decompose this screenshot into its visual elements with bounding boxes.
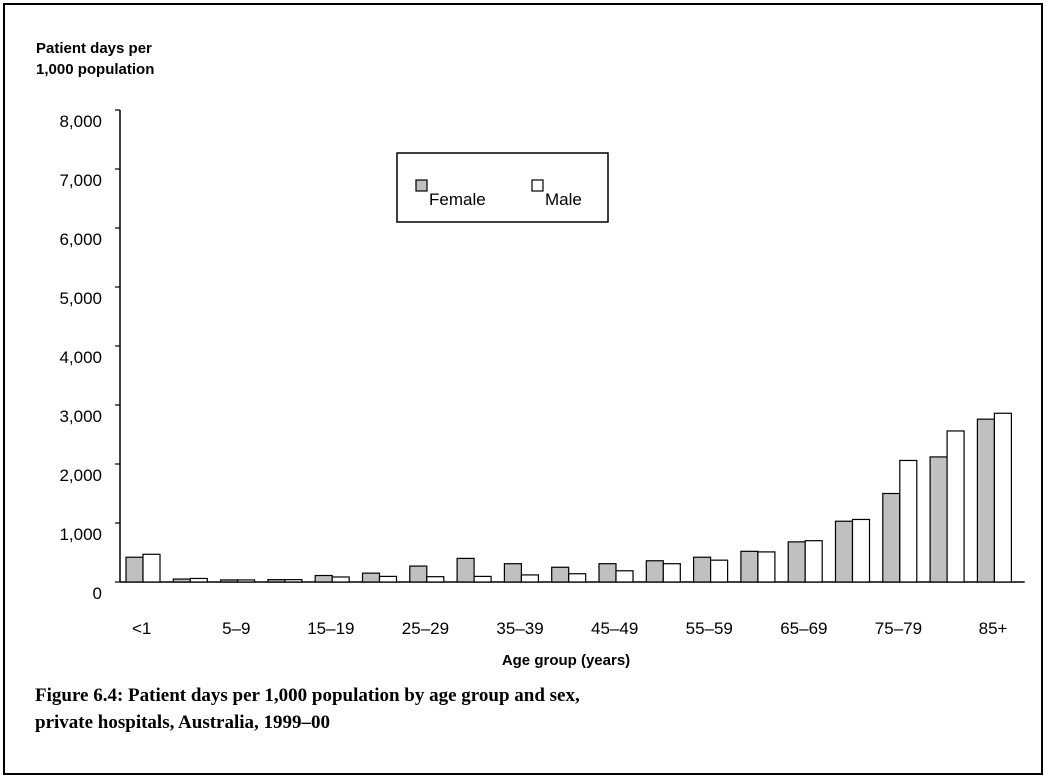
legend-label-female: Female: [429, 190, 486, 209]
figure-frame: [3, 3, 1043, 775]
bar-male: [331, 576, 350, 583]
bar-male: [993, 412, 1013, 583]
bar-female: [598, 563, 617, 583]
bar-male: [142, 553, 161, 583]
x-tick-label: 75–79: [875, 619, 922, 638]
bar-male: [804, 540, 823, 583]
bar-female: [929, 456, 948, 583]
x-tick-label: 25–29: [402, 619, 449, 638]
y-tick-label: 8,000: [59, 112, 102, 131]
bar-female: [551, 566, 570, 583]
y-tick-label: 6,000: [59, 230, 102, 249]
y-tick-label: 5,000: [59, 289, 102, 308]
bar-male: [899, 459, 918, 583]
bar-male: [189, 577, 208, 583]
y-tick-label: 7,000: [59, 171, 102, 190]
bar-female: [740, 550, 759, 583]
x-tick-label: 85+: [979, 619, 1008, 638]
bar-female: [645, 560, 664, 583]
bar-female: [314, 574, 333, 583]
y-axis-title: Patient days per 1,000 population: [36, 38, 154, 80]
bar-male: [946, 430, 965, 583]
y-tick-label: 1,000: [59, 525, 102, 544]
x-tick-label: 45–49: [591, 619, 638, 638]
caption-line-1: Figure 6.4: Patient days per 1,000 popul…: [35, 685, 580, 706]
bar-female: [361, 572, 381, 583]
bar-female: [125, 556, 144, 583]
legend-box: [396, 152, 609, 223]
bar-male: [520, 574, 540, 583]
bar-female: [787, 541, 806, 583]
bar-female: [976, 418, 996, 583]
bar-male: [757, 551, 776, 583]
x-tick-label: 55–59: [686, 619, 733, 638]
legend-label-male: Male: [545, 190, 582, 209]
bar-male: [851, 518, 871, 583]
bar-female: [220, 579, 239, 583]
caption-line-2: private hospitals, Australia, 1999–00: [35, 712, 331, 733]
bar-male: [662, 563, 681, 583]
bar-male: [426, 576, 445, 583]
bar-male: [709, 559, 729, 583]
x-tick-label: 65–69: [780, 619, 827, 638]
x-axis-title: Age group (years): [502, 652, 630, 669]
y-axis-title-line-1: Patient days per: [36, 40, 152, 57]
bar-female: [172, 578, 191, 583]
bar-male: [284, 579, 303, 583]
bar-female: [456, 557, 475, 583]
y-tick-label: 3,000: [59, 407, 102, 426]
x-tick-label: 15–19: [307, 619, 354, 638]
bar-female: [882, 492, 901, 583]
y-tick-label: 4,000: [59, 348, 102, 367]
x-tick-label: <1: [132, 619, 151, 638]
y-tick-label: 2,000: [59, 466, 102, 485]
legend-swatch-female: [415, 179, 428, 192]
bar-female: [503, 563, 522, 583]
bar-male: [473, 575, 492, 583]
x-tick-label: 35–39: [496, 619, 543, 638]
bar-female: [267, 579, 286, 583]
x-tick-label: 5–9: [222, 619, 250, 638]
figure-caption: Figure 6.4: Patient days per 1,000 popul…: [35, 682, 580, 736]
bar-female: [834, 520, 854, 583]
bar-female: [409, 565, 428, 583]
y-tick-label: 0: [93, 584, 102, 603]
bar-male: [378, 575, 398, 583]
bar-male: [568, 573, 587, 583]
bar-male: [237, 579, 256, 583]
legend-swatch-male: [531, 179, 544, 192]
y-axis-title-line-2: 1,000 population: [36, 61, 155, 78]
bar-female: [692, 556, 712, 583]
bar-male: [615, 570, 634, 583]
